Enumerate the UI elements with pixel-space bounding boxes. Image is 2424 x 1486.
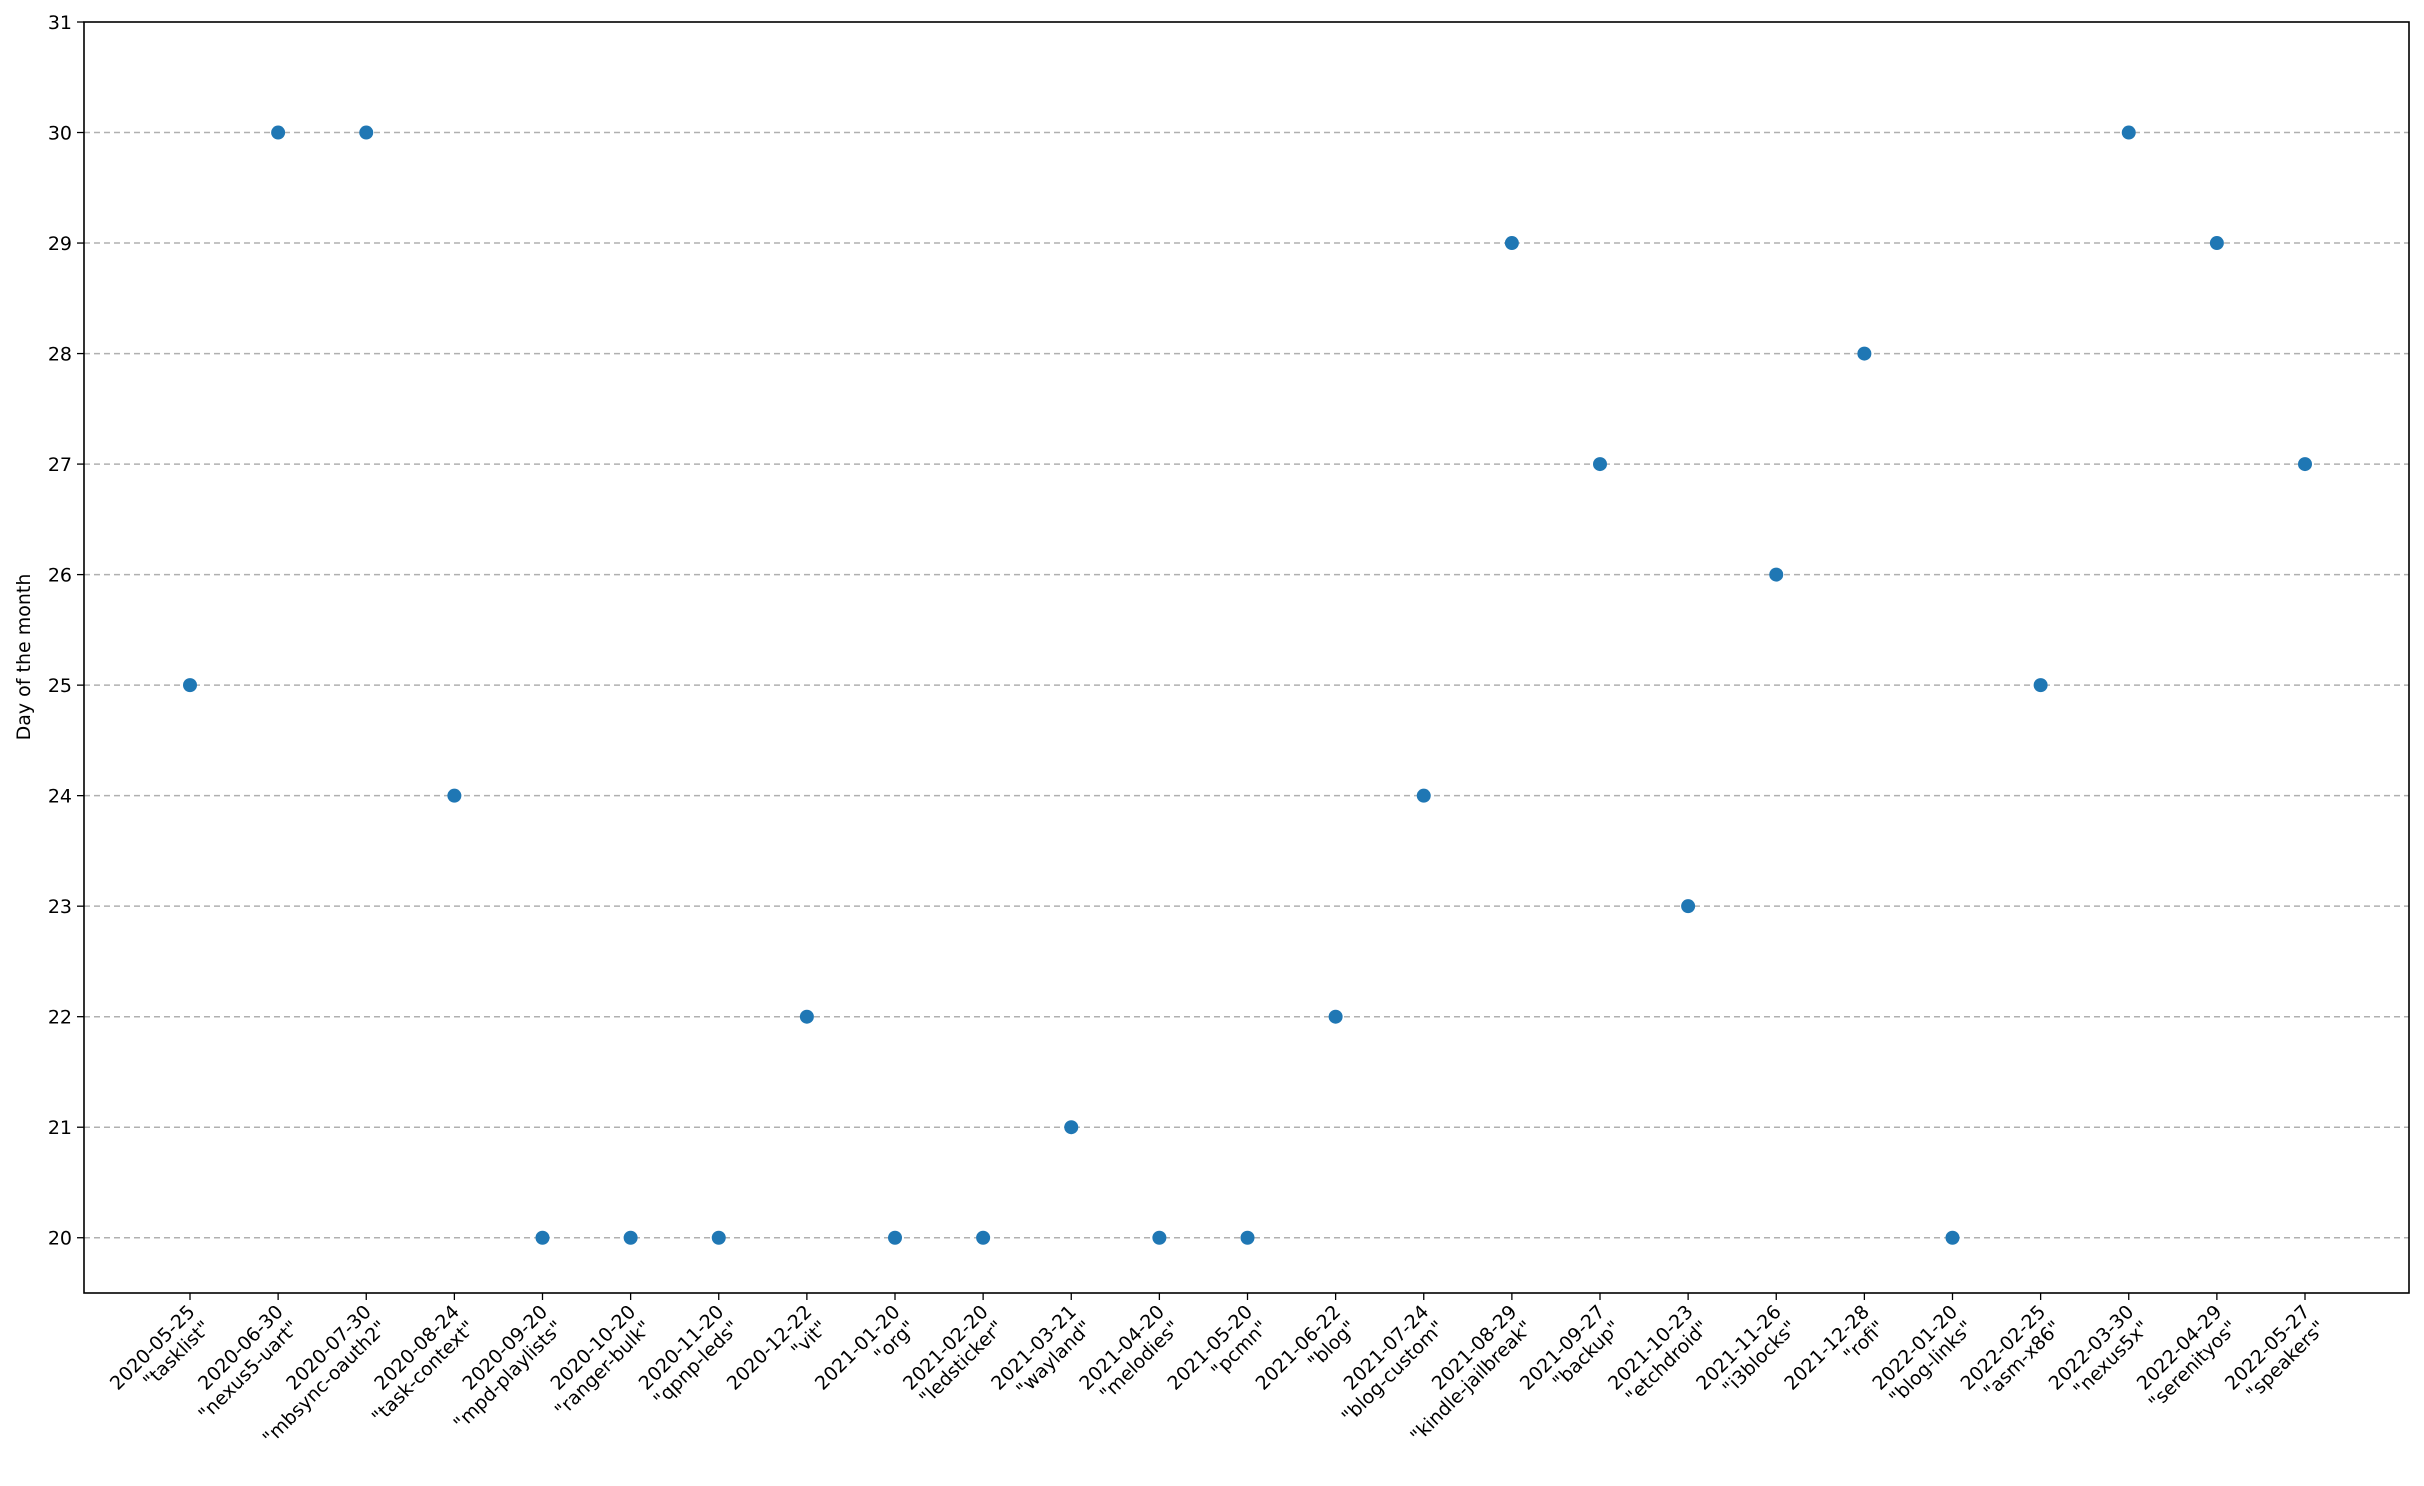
x-tick-label-2021-06-22: 2021-06-22"blog"	[1252, 1301, 1361, 1410]
y-tick-label-24: 24	[48, 786, 72, 808]
x-tick-label-2021-02-20: 2021-02-20"ledsticker"	[899, 1301, 1008, 1410]
x-tick-label-2021-11-26: 2021-11-26"i3blocks"	[1692, 1301, 1801, 1410]
data-point-2022-01-20	[1945, 1230, 1960, 1245]
y-tick-label-30: 30	[48, 123, 72, 145]
data-point-2021-09-27	[1593, 457, 1607, 472]
data-point-2021-08-29	[1504, 236, 1519, 251]
x-tick-label-2022-03-30: 2022-03-30"nexus5x"	[2045, 1301, 2154, 1410]
data-point-2020-10-20	[623, 1230, 638, 1245]
data-point-2022-04-29	[2209, 236, 2224, 251]
x-tick-label-2020-05-25: 2020-05-25"tasklist"	[106, 1301, 215, 1410]
y-tick-label-28: 28	[48, 344, 72, 366]
data-point-2022-02-25	[2033, 678, 2048, 693]
x-tick-label-2020-12-22: 2020-12-22"vit"	[723, 1301, 832, 1410]
y-tick-label-23: 23	[48, 896, 72, 918]
x-tick-label-2021-01-20: 2021-01-20"org"	[811, 1301, 920, 1410]
x-tick-label-2021-03-21: 2021-03-21"wayland"	[987, 1301, 1096, 1410]
data-point-2021-10-23	[1681, 899, 1696, 914]
grid-lines	[84, 131, 2409, 1239]
data-point-2020-05-25	[183, 678, 197, 693]
data-point-2020-09-20	[535, 1230, 550, 1245]
data-point-2022-05-27	[2298, 457, 2312, 472]
data-point-2021-07-24	[1416, 788, 1431, 803]
data-point-2020-11-20	[711, 1230, 726, 1245]
data-point-2020-12-22	[799, 1009, 814, 1024]
x-tick-label-2021-04-20: 2021-04-20"melodies"	[1075, 1301, 1184, 1410]
data-point-2022-03-30	[2121, 125, 2136, 140]
x-tick-label-2021-05-20: 2021-05-20"pcmn"	[1163, 1301, 1272, 1410]
data-point-2020-07-30	[359, 125, 374, 140]
data-point-2021-02-20	[976, 1230, 991, 1245]
data-point-2020-08-24	[447, 788, 462, 803]
data-points	[183, 125, 2312, 1245]
data-point-2021-11-26	[1769, 567, 1784, 582]
data-point-2021-06-22	[1328, 1009, 1343, 1024]
y-tick-label-22: 22	[48, 1007, 72, 1029]
data-point-2021-12-28	[1857, 346, 1872, 361]
plot-area-frame	[83, 21, 2410, 1294]
y-tick-label-21: 21	[48, 1117, 72, 1139]
y-tick-label-20: 20	[48, 1228, 72, 1250]
data-point-2021-05-20	[1240, 1230, 1255, 1245]
x-tick-label-2022-01-20: 2022-01-20"blog-links"	[1868, 1301, 1977, 1410]
x-tick-label-2022-04-29: 2022-04-29"serenityos"	[2129, 1301, 2242, 1414]
data-point-2021-03-21	[1064, 1120, 1079, 1135]
x-tick-label-2021-10-23: 2021-10-23"etchdroid"	[1604, 1301, 1713, 1410]
data-point-2021-04-20	[1152, 1230, 1167, 1245]
data-point-2021-01-20	[888, 1230, 902, 1245]
y-axis-ticks: 20 21 22 23 24 25 26 27 28 29 30 31	[48, 12, 84, 1250]
x-tick-label-2022-02-25: 2022-02-25"asm-x86"	[1957, 1301, 2066, 1410]
data-point-2020-06-30	[271, 125, 286, 140]
y-tick-label-29: 29	[48, 233, 72, 255]
x-tick-label-2021-09-27: 2021-09-27"backup"	[1516, 1301, 1625, 1410]
y-tick-label-31: 31	[48, 12, 72, 34]
x-tick-label-2020-11-20: 2020-11-20"qpnp-leds"	[634, 1301, 744, 1411]
x-axis-ticks: 2020-05-25"tasklist"2020-06-30"nexus5-ua…	[106, 1293, 2330, 1449]
y-tick-label-25: 25	[48, 675, 72, 697]
x-tick-label-2022-05-27: 2022-05-27"speakers"	[2221, 1301, 2330, 1410]
y-axis-label: Day of the month	[13, 574, 35, 741]
y-tick-label-26: 26	[48, 565, 72, 587]
y-tick-label-27: 27	[48, 454, 72, 476]
x-tick-label-2021-12-28: 2021-12-28"rofi"	[1780, 1301, 1889, 1410]
